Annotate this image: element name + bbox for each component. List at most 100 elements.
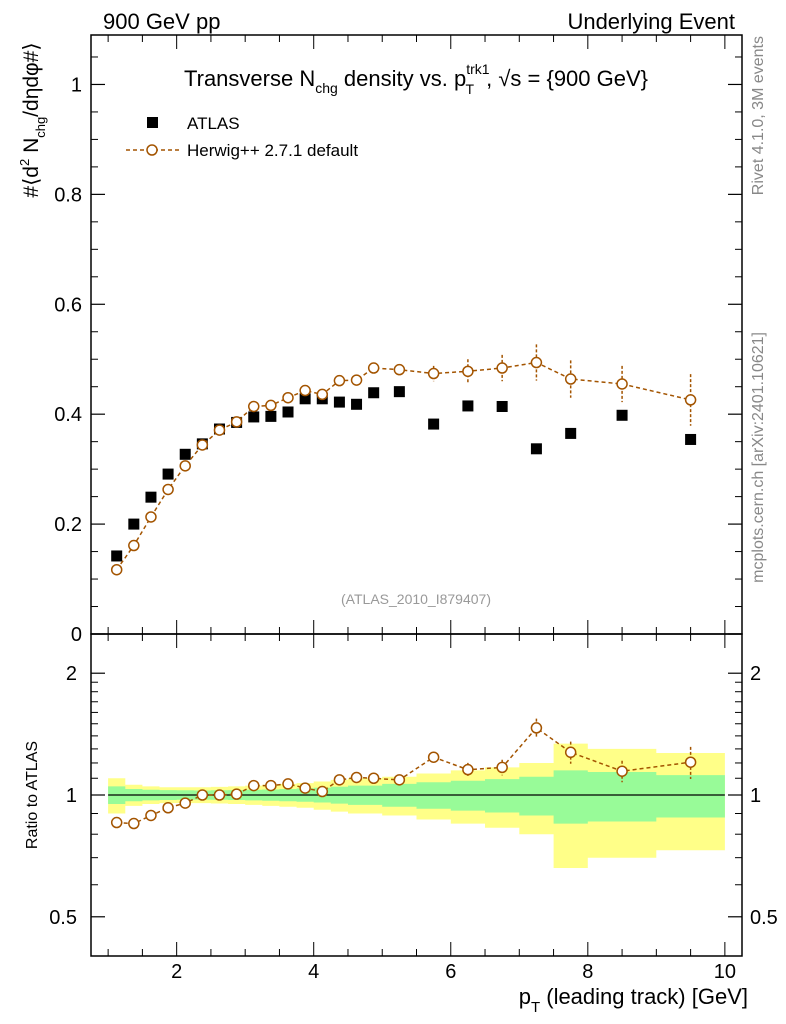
ratio-panel: 2 4 6 8 10 0.5 0.5 1 1 2 2 Ratio to ATLAS [24,633,778,983]
ratio-point [213,789,226,801]
ratio-y-axis-label: Ratio to ATLAS [24,741,41,849]
herwig-point [213,424,226,436]
ratio-y-tick-label-right: 2 [750,663,761,685]
herwig-point [367,362,380,374]
legend-herwig-marker [146,144,158,156]
herwig-point [427,367,440,380]
main-y-tick-label: 0.6 [54,294,82,316]
legend-herwig-label: Herwig++ 2.7.1 default [187,141,358,160]
main-axes: 0 0.2 0.4 0.6 0.8 1 [54,35,742,646]
atlas-point [248,411,260,423]
main-y-tick-label: 0.8 [54,184,82,206]
ratio-point [110,816,123,829]
herwig-point [462,365,474,378]
main-y-tick-label: 0.2 [54,514,82,536]
analysis-label: (ATLAS_2010_I879407) [341,591,491,607]
atlas-point [496,400,508,412]
atlas-point [265,410,277,422]
atlas-point [351,398,363,410]
ratio-y-tick-label: 2 [66,663,77,685]
atlas-point [333,396,345,408]
herwig-point [265,399,277,412]
herwig-point [393,363,406,376]
herwig-point [299,384,311,397]
ratio-point [684,756,697,768]
herwig-point [162,483,174,496]
mcplots-source-label: mcplots.cern.ch [arXiv:2401.10621] [750,332,767,583]
atlas-point [565,427,577,439]
herwig-point [145,511,157,523]
main-y-tick-label: 0.4 [54,404,82,426]
ratio-series-line [116,726,691,825]
main-panel: 0 0.2 0.4 0.6 0.8 1 Transverse Nchg density v… [17,34,743,646]
ratio-point [162,802,174,814]
atlas-point [685,433,697,445]
ratio-point [265,779,277,792]
ratio-point [179,797,191,809]
ratio-y-tick-label: 0.5 [49,907,77,929]
atlas-point [393,386,405,398]
ratio-point [282,778,294,790]
atlas-point [428,418,440,430]
atlas-point [299,393,311,405]
ratio-point [316,785,329,798]
herwig-point [333,374,346,387]
ratio-point [564,746,577,759]
x-tick-label: 4 [308,961,319,983]
rivet-version-label: Rivet 4.1.0, 3M events [750,36,767,195]
atlas-point [162,468,174,480]
herwig-point [179,460,191,472]
atlas-point [462,400,474,412]
ratio-point [616,765,628,777]
atlas-point [145,491,157,503]
herwig-point [110,563,123,576]
herwig-point [684,394,697,406]
herwig-point [230,416,243,428]
ratio-point [333,774,346,786]
ratio-point [196,789,209,801]
ratio-y-tick-label-right: 0.5 [750,907,778,929]
x-tick-label: 8 [582,961,593,983]
herwig-point [530,356,543,369]
main-y-tick-label: 0 [71,624,82,646]
herwig-point [282,391,294,404]
atlas-point [282,406,294,418]
ratio-point [299,782,311,794]
ratio-band-inner [108,770,725,824]
ratio-y-tick-label-right: 1 [750,785,761,807]
herwig-point [248,400,260,413]
atlas-point [616,409,628,421]
atlas-point [111,550,123,562]
main-y-axis-label: #⟨d2 Nchg/dηdφ#⟩ [17,42,48,197]
ratio-point [496,761,508,774]
herwig-point [196,439,209,451]
ratio-point [530,722,543,734]
legend: ATLAS Herwig++ 2.7.1 default [126,114,358,160]
herwig-point [496,362,508,374]
ratio-point [145,809,157,822]
ratio-point [462,763,474,776]
main-y-tick-label: 1 [71,74,82,96]
ratio-plot-area [108,718,725,868]
x-tick-label: 6 [445,961,456,983]
herwig-point [564,373,577,385]
ratio-point [427,751,440,763]
header-left: 900 GeV pp [103,9,220,34]
ratio-point [350,771,363,784]
atlas-point [530,443,542,455]
herwig-point [316,388,329,401]
ratio-point [248,779,260,792]
x-tick-label: 2 [171,961,182,983]
legend-atlas-label: ATLAS [187,114,240,133]
atlas-point [179,448,191,460]
atlas-point [368,387,380,399]
atlas-point [128,518,140,530]
ratio-y-tick-label: 1 [66,785,77,807]
ratio-point [367,772,380,785]
x-axis-label: pT (leading track) [GeV] [519,984,748,1016]
ratio-axes: 2 4 6 8 10 0.5 0.5 1 1 2 2 [49,634,778,983]
x-tick-label: 10 [714,961,736,983]
ratio-point [230,788,243,800]
ratio-point [128,817,140,830]
